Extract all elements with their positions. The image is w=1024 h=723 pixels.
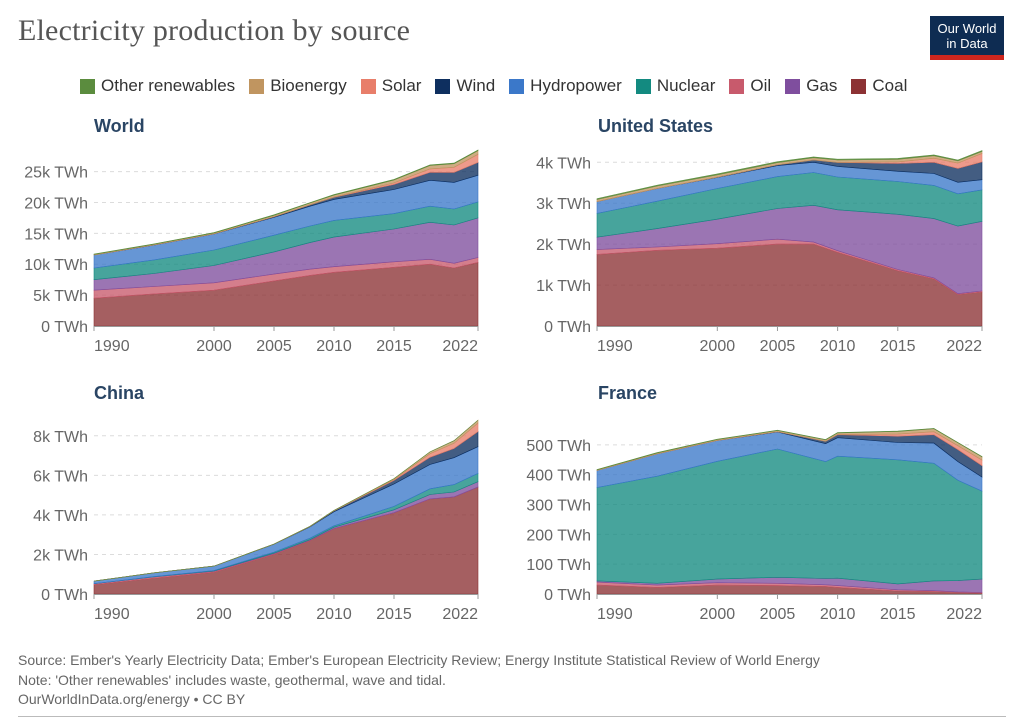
y-tick-label: 2k TWh <box>536 237 591 254</box>
owid-logo[interactable]: Our World in Data <box>930 16 1004 60</box>
logo-stripe <box>930 55 1004 60</box>
legend-item-gas[interactable]: Gas <box>785 76 837 96</box>
footer: Source: Ember's Yearly Electricity Data;… <box>18 651 820 710</box>
legend-item-nuclear[interactable]: Nuclear <box>635 76 716 96</box>
legend-swatch <box>435 78 451 94</box>
x-tick-label: 2022 <box>946 338 982 355</box>
y-tick-label: 300 TWh <box>526 498 591 515</box>
y-tick-label: 0 TWh <box>544 587 591 604</box>
y-tick-label: 400 TWh <box>526 468 591 485</box>
y-tick-label: 5k TWh <box>33 288 88 305</box>
y-tick-label: 3k TWh <box>536 196 591 213</box>
x-tick-label: 2005 <box>256 338 292 355</box>
y-tick-label: 1k TWh <box>536 278 591 295</box>
x-tick-label: 2000 <box>700 338 736 355</box>
legend-item-solar[interactable]: Solar <box>360 76 422 96</box>
area-other-renewables <box>93 149 479 255</box>
x-tick-label: 2010 <box>820 606 856 623</box>
x-tick-label: 2000 <box>700 606 736 623</box>
legend-label: Hydropower <box>530 76 622 95</box>
x-tick-label: 1990 <box>597 338 633 355</box>
y-tick-label: 2k TWh <box>33 547 88 564</box>
legend-label: Gas <box>806 76 838 95</box>
x-tick-label: 2005 <box>760 606 796 623</box>
legend-swatch <box>635 78 651 94</box>
x-tick-label: 2015 <box>376 606 412 623</box>
legend: Other renewables Bioenergy Solar Wind Hy… <box>80 76 907 96</box>
chart-title: Electricity production by source <box>18 14 411 47</box>
legend-label: Oil <box>750 76 772 95</box>
y-tick-label: 0 TWh <box>41 319 88 336</box>
panel-title-france: France <box>598 383 658 403</box>
x-tick-label: 2022 <box>442 338 478 355</box>
area-other-renewables <box>596 428 983 471</box>
y-tick-label: 25k TWh <box>24 165 88 182</box>
area-other-renewables <box>93 419 479 582</box>
y-tick-label: 200 TWh <box>526 527 591 544</box>
x-tick-label: 2000 <box>196 606 232 623</box>
legend-label: Nuclear <box>656 76 716 95</box>
legend-label: Solar <box>381 76 422 95</box>
y-tick-label: 100 TWh <box>526 557 591 574</box>
x-tick-label: 2022 <box>946 606 982 623</box>
x-tick-label: 2022 <box>442 606 478 623</box>
y-tick-label: 20k TWh <box>24 195 88 212</box>
area-other-renewables <box>596 150 983 200</box>
y-tick-label: 4k TWh <box>33 508 88 525</box>
x-tick-label: 2015 <box>880 338 916 355</box>
x-tick-label: 2000 <box>196 338 232 355</box>
x-tick-label: 1990 <box>94 338 130 355</box>
legend-swatch <box>360 78 376 94</box>
y-tick-label: 0 TWh <box>41 587 88 604</box>
legend-swatch <box>729 78 745 94</box>
x-tick-label: 1990 <box>94 606 130 623</box>
x-tick-label: 2005 <box>760 338 796 355</box>
panel-title-world: World <box>94 116 145 136</box>
y-tick-label: 4k TWh <box>536 155 591 172</box>
x-tick-label: 1990 <box>597 606 633 623</box>
x-tick-label: 2015 <box>880 606 916 623</box>
x-tick-label: 2015 <box>376 338 412 355</box>
legend-label: Bioenergy <box>270 76 347 95</box>
legend-label: Wind <box>456 76 496 95</box>
y-tick-label: 500 TWh <box>526 438 591 455</box>
legend-label: Coal <box>872 76 908 95</box>
bottom-divider <box>18 716 1006 717</box>
y-tick-label: 6k TWh <box>33 468 88 485</box>
legend-swatch <box>509 78 525 94</box>
legend-item-bioenergy[interactable]: Bioenergy <box>249 76 347 96</box>
legend-swatch <box>80 78 95 94</box>
panel-title-united-states: United States <box>598 116 714 136</box>
legend-item-hydropower[interactable]: Hydropower <box>509 76 622 96</box>
legend-item-wind[interactable]: Wind <box>435 76 495 96</box>
legend-item-other-renewables[interactable]: Other renewables <box>80 76 235 96</box>
panel-title-china: China <box>94 383 145 403</box>
legend-swatch <box>785 78 801 94</box>
legend-swatch <box>249 78 265 94</box>
source-note: Source: Ember's Yearly Electricity Data;… <box>18 652 820 668</box>
legend-item-oil[interactable]: Oil <box>729 76 771 96</box>
footnote: Note: 'Other renewables' includes waste,… <box>18 671 446 688</box>
x-tick-label: 2010 <box>316 606 352 623</box>
logo-text: Our World in Data <box>937 21 997 51</box>
legend-label: Other renewables <box>101 76 236 95</box>
x-tick-label: 2005 <box>256 606 292 623</box>
y-tick-label: 10k TWh <box>24 257 88 274</box>
y-tick-label: 0 TWh <box>544 319 591 336</box>
y-tick-label: 15k TWh <box>24 226 88 243</box>
y-tick-label: 8k TWh <box>33 429 88 446</box>
x-tick-label: 2010 <box>820 338 856 355</box>
legend-item-coal[interactable]: Coal <box>851 76 907 96</box>
legend-swatch <box>851 78 867 94</box>
x-tick-label: 2010 <box>316 338 352 355</box>
credit-link[interactable]: OurWorldInData.org/energy • CC BY <box>18 691 246 707</box>
